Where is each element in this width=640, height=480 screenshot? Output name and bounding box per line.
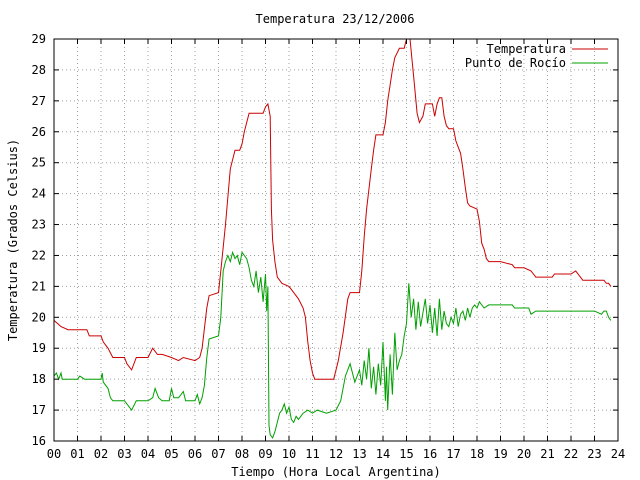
x-tick-label: 00: [47, 447, 61, 461]
series-line-0: [53, 38, 612, 380]
y-tick-label: 23: [32, 218, 46, 232]
y-tick-label: 24: [32, 187, 46, 201]
x-axis-label: Tiempo (Hora Local Argentina): [231, 465, 441, 479]
series-line-1: [53, 250, 612, 439]
y-tick-label: 16: [32, 434, 46, 448]
x-tick-label: 11: [305, 447, 319, 461]
x-tick-label: 15: [399, 447, 413, 461]
x-tick-label: 16: [423, 447, 437, 461]
y-tick-label: 25: [32, 156, 46, 170]
x-tick-label: 01: [70, 447, 84, 461]
grid-lines: [54, 39, 618, 441]
x-tick-label: 07: [211, 447, 225, 461]
y-tick-label: 17: [32, 403, 46, 417]
y-tick-label: 20: [32, 310, 46, 324]
x-tick-label: 10: [282, 447, 296, 461]
x-tick-label: 12: [329, 447, 343, 461]
y-tick-label: 19: [32, 341, 46, 355]
y-tick-labels: 16 17 18 19 20 21 22 23 24 25 26 27 28 29: [32, 32, 46, 448]
x-tick-label: 06: [188, 447, 202, 461]
x-tick-label: 23: [587, 447, 601, 461]
legend-label: Temperatura: [487, 42, 566, 56]
x-tick-label: 03: [117, 447, 131, 461]
chart-title: Temperatura 23/12/2006: [256, 12, 415, 26]
y-axis-label: Temperatura (Grados Celsius): [6, 139, 20, 341]
x-tick-label: 20: [517, 447, 531, 461]
y-tick-label: 28: [32, 63, 46, 77]
x-tick-labels: 00 01 02 03 04 05 06 07 08 09 10 11 12 13 14 15 16 17 18 19…: [47, 447, 625, 461]
x-tick-label: 09: [258, 447, 272, 461]
legend-label: Punto de Rocío: [465, 56, 566, 70]
x-tick-label: 13: [352, 447, 366, 461]
x-tick-label: 17: [446, 447, 460, 461]
x-tick-label: 22: [564, 447, 578, 461]
y-tick-label: 22: [32, 248, 46, 262]
y-tick-label: 26: [32, 125, 46, 139]
x-tick-label: 08: [235, 447, 249, 461]
y-tick-label: 27: [32, 94, 46, 108]
y-tick-label: 18: [32, 372, 46, 386]
x-tick-label: 21: [540, 447, 554, 461]
y-tick-label: 29: [32, 32, 46, 46]
x-tick-label: 05: [164, 447, 178, 461]
x-tick-label: 02: [94, 447, 108, 461]
axis-ticks: [53, 38, 619, 442]
x-tick-label: 24: [611, 447, 625, 461]
x-tick-label: 18: [470, 447, 484, 461]
series-lines: [53, 38, 612, 439]
x-tick-label: 19: [493, 447, 507, 461]
y-tick-label: 21: [32, 279, 46, 293]
x-tick-label: 04: [141, 447, 155, 461]
x-tick-label: 14: [376, 447, 390, 461]
